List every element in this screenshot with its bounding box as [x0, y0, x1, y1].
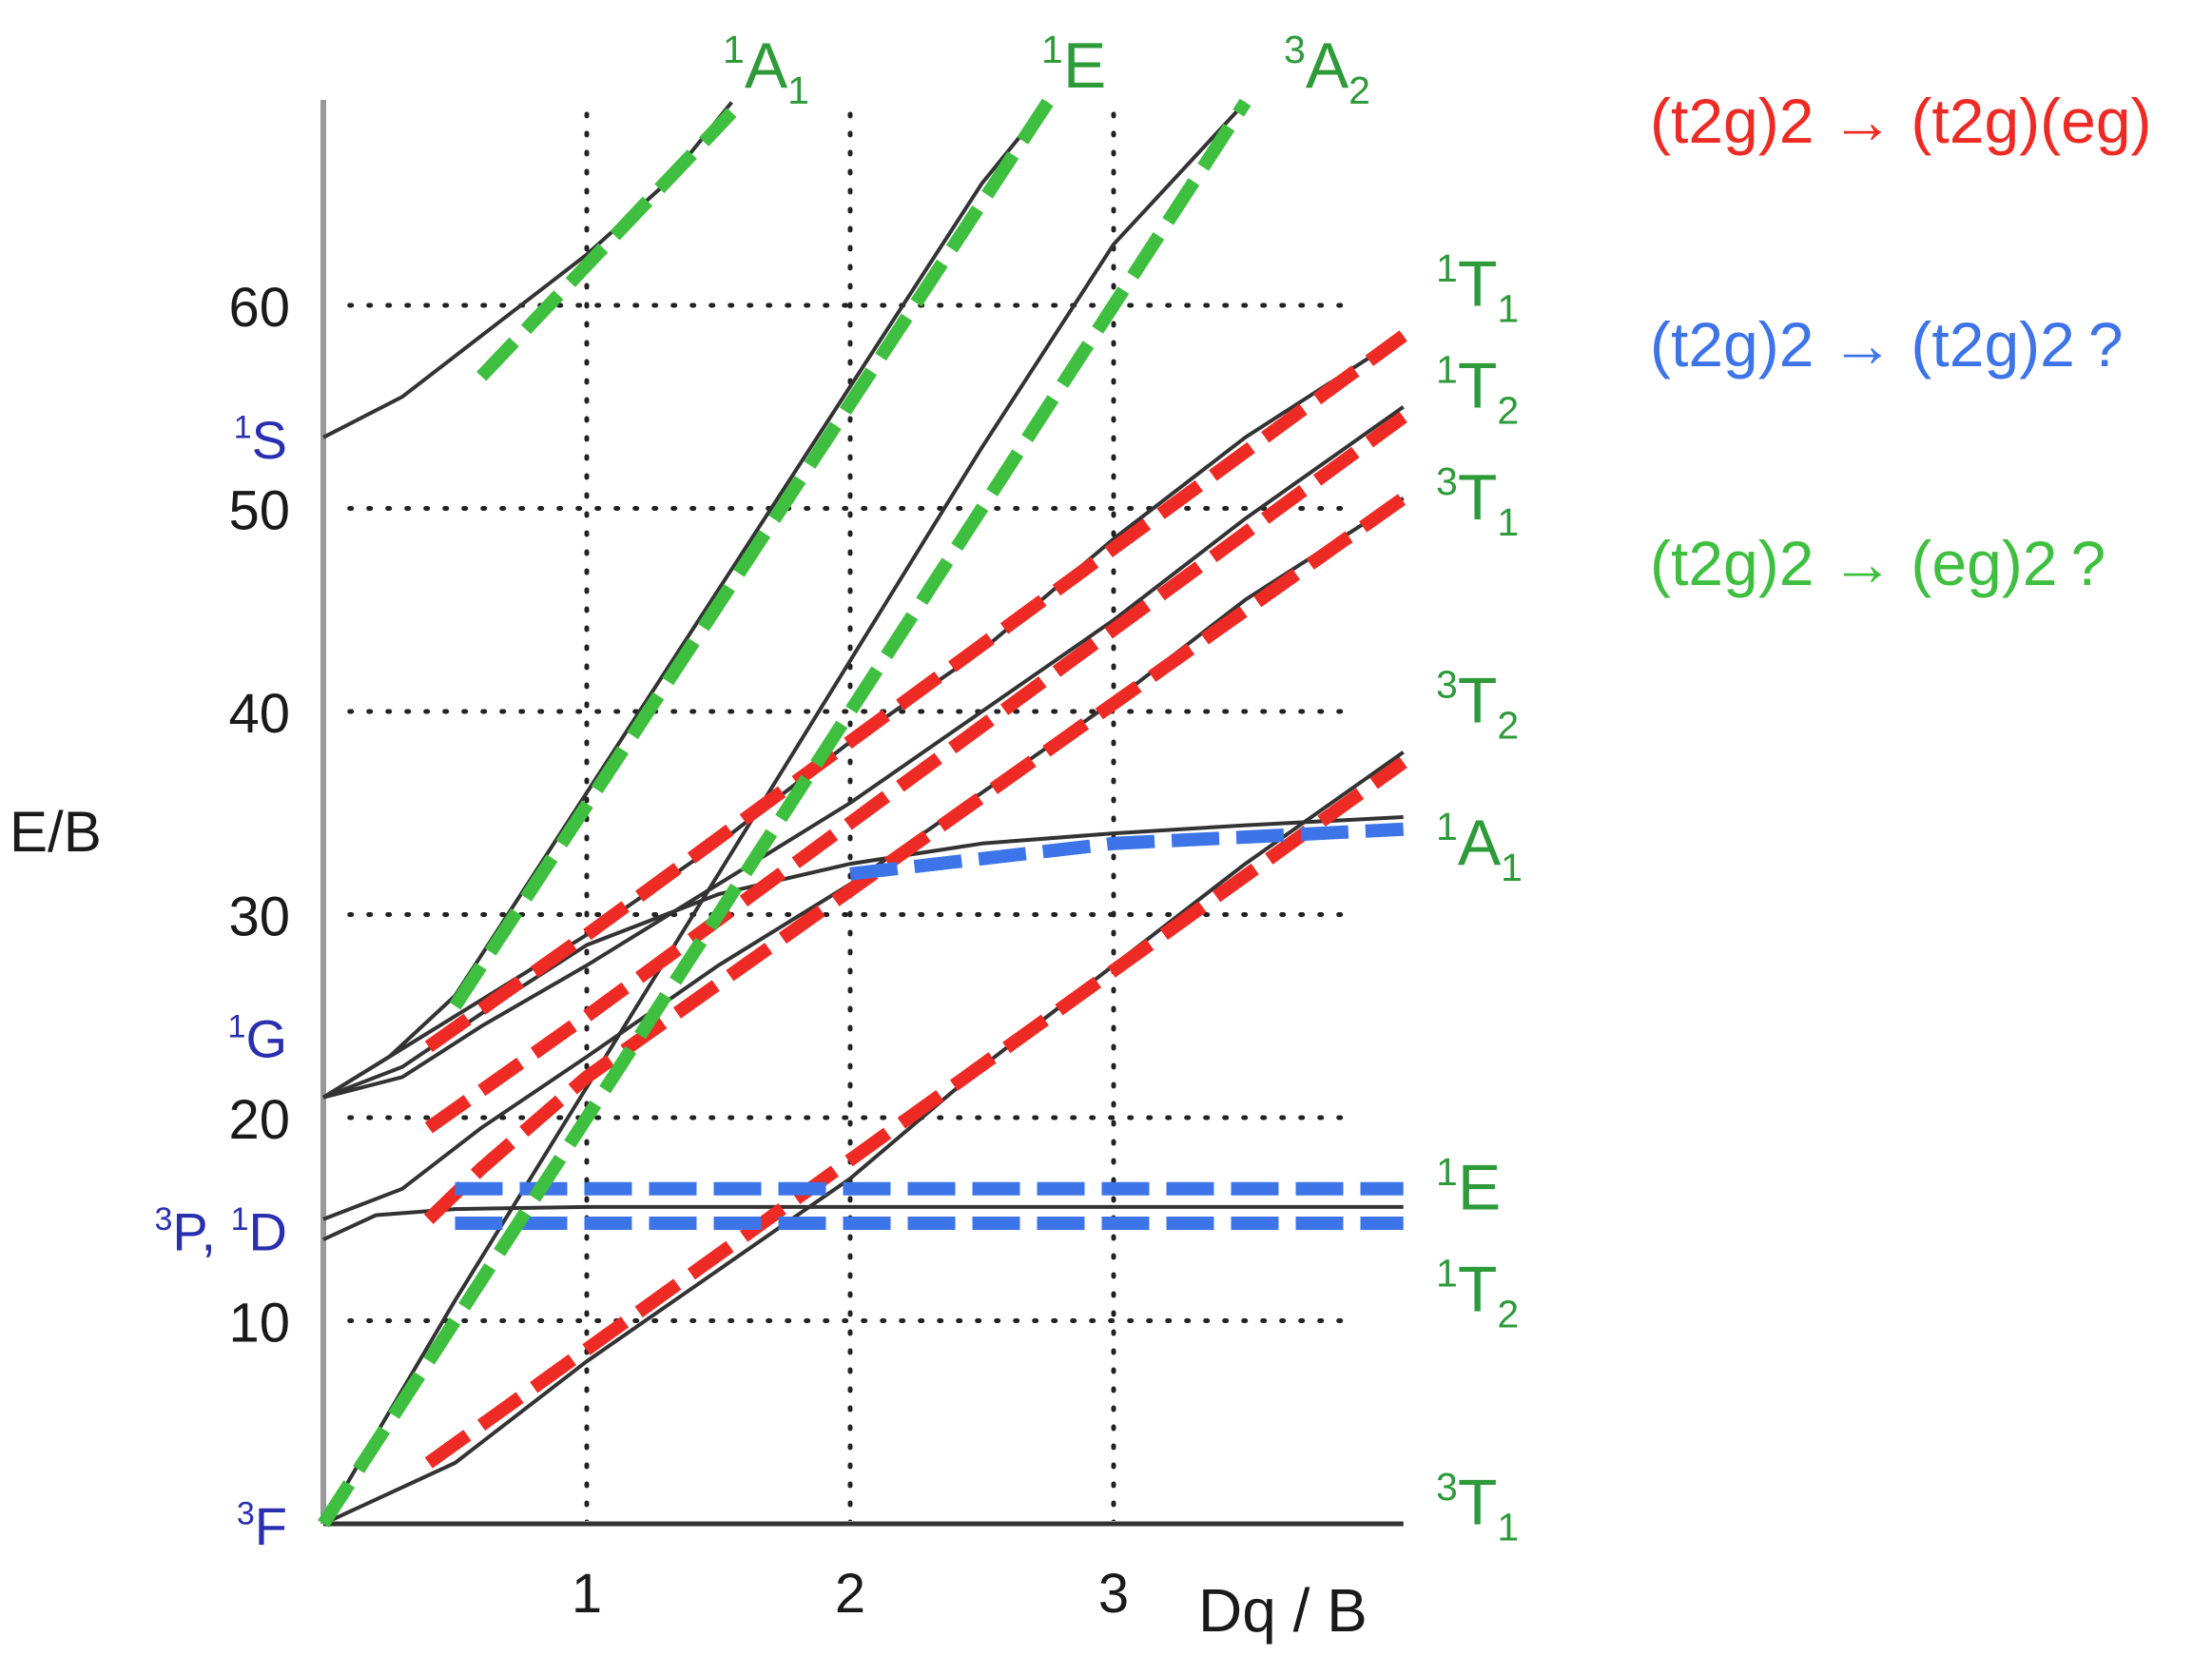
free-ion-term-labels: 3F 3P, 1D 1G 1S: [154, 409, 287, 1556]
dashed-series-19: [476, 107, 737, 381]
dashed-series-18: [449, 98, 1054, 1010]
y-tick-label: 60: [228, 277, 290, 339]
y-tick-label: 30: [228, 887, 290, 948]
solid-series-9: [322, 101, 733, 439]
x-axis-title: Dq / B: [1198, 1576, 1368, 1645]
state-label: 1E: [1436, 1150, 1501, 1224]
state-label: 1T2: [1436, 1252, 1519, 1336]
solid-series-5: [322, 405, 1405, 1100]
free-ion-term-label: 3F: [237, 1496, 287, 1556]
y-axis-title: E/B: [10, 800, 102, 864]
free-ion-term-label: 1S: [234, 409, 287, 469]
state-label: 1E: [1041, 28, 1106, 102]
state-label: 3A2: [1284, 28, 1370, 112]
state-label: 1T2: [1436, 348, 1519, 433]
y-tick-label: 50: [228, 480, 290, 542]
state-label: 1T1: [1436, 246, 1519, 331]
solid-series-7: [321, 334, 1405, 1100]
solid-series-1: [322, 750, 1405, 1526]
state-label: 1A1: [1436, 805, 1523, 889]
state-label: 1A1: [723, 28, 809, 112]
y-tick-label: 40: [228, 683, 290, 745]
legend-entry: (t2g)2 → (t2g)2?: [1650, 309, 2124, 380]
free-ion-term-label: 3P, 1D: [154, 1201, 287, 1261]
state-labels: 1A1 1E 3A2 1T1 1T2 3T1 3T2 1A1 1E 1T2 3T1: [723, 28, 1523, 1549]
y-tick-label: 10: [228, 1293, 290, 1354]
state-label: 3T1: [1436, 1465, 1519, 1549]
solid-series-3: [322, 1204, 1404, 1241]
x-tick-label: 3: [1098, 1563, 1129, 1625]
grid-lines: [347, 102, 1353, 1527]
state-label: 3T1: [1436, 459, 1519, 544]
solid-series-2: [321, 101, 1247, 1526]
series-lines: [318, 98, 1407, 1528]
y-tick-label: 20: [228, 1089, 290, 1151]
dashed-series-16: [849, 822, 1405, 881]
free-ion-term-label: 1G: [228, 1008, 287, 1068]
x-tick-label: 1: [572, 1563, 602, 1625]
dashed-series-17: [318, 98, 1252, 1528]
dashed-series-12: [424, 411, 1407, 1134]
solid-series-4: [322, 497, 1405, 1221]
tick-labels: 1 2 3 10 20 30 40 50 60: [228, 277, 1129, 1625]
solid-series-6: [322, 815, 1404, 1100]
legend-entry: (t2g)2 → (t2g)(eg): [1650, 86, 2152, 156]
legend-entry: (t2g)2 → (eg)2?: [1650, 528, 2105, 598]
dashed-series-13: [424, 330, 1407, 1053]
state-label: 3T2: [1436, 662, 1519, 747]
solid-series-8: [321, 101, 1050, 1100]
legend: (t2g)2 → (t2g)(eg) (t2g)2 → (t2g)2 ? (t2g)2 → (eg…: [1650, 86, 2152, 598]
x-tick-label: 2: [835, 1563, 865, 1625]
dashed-series-10: [424, 756, 1407, 1469]
